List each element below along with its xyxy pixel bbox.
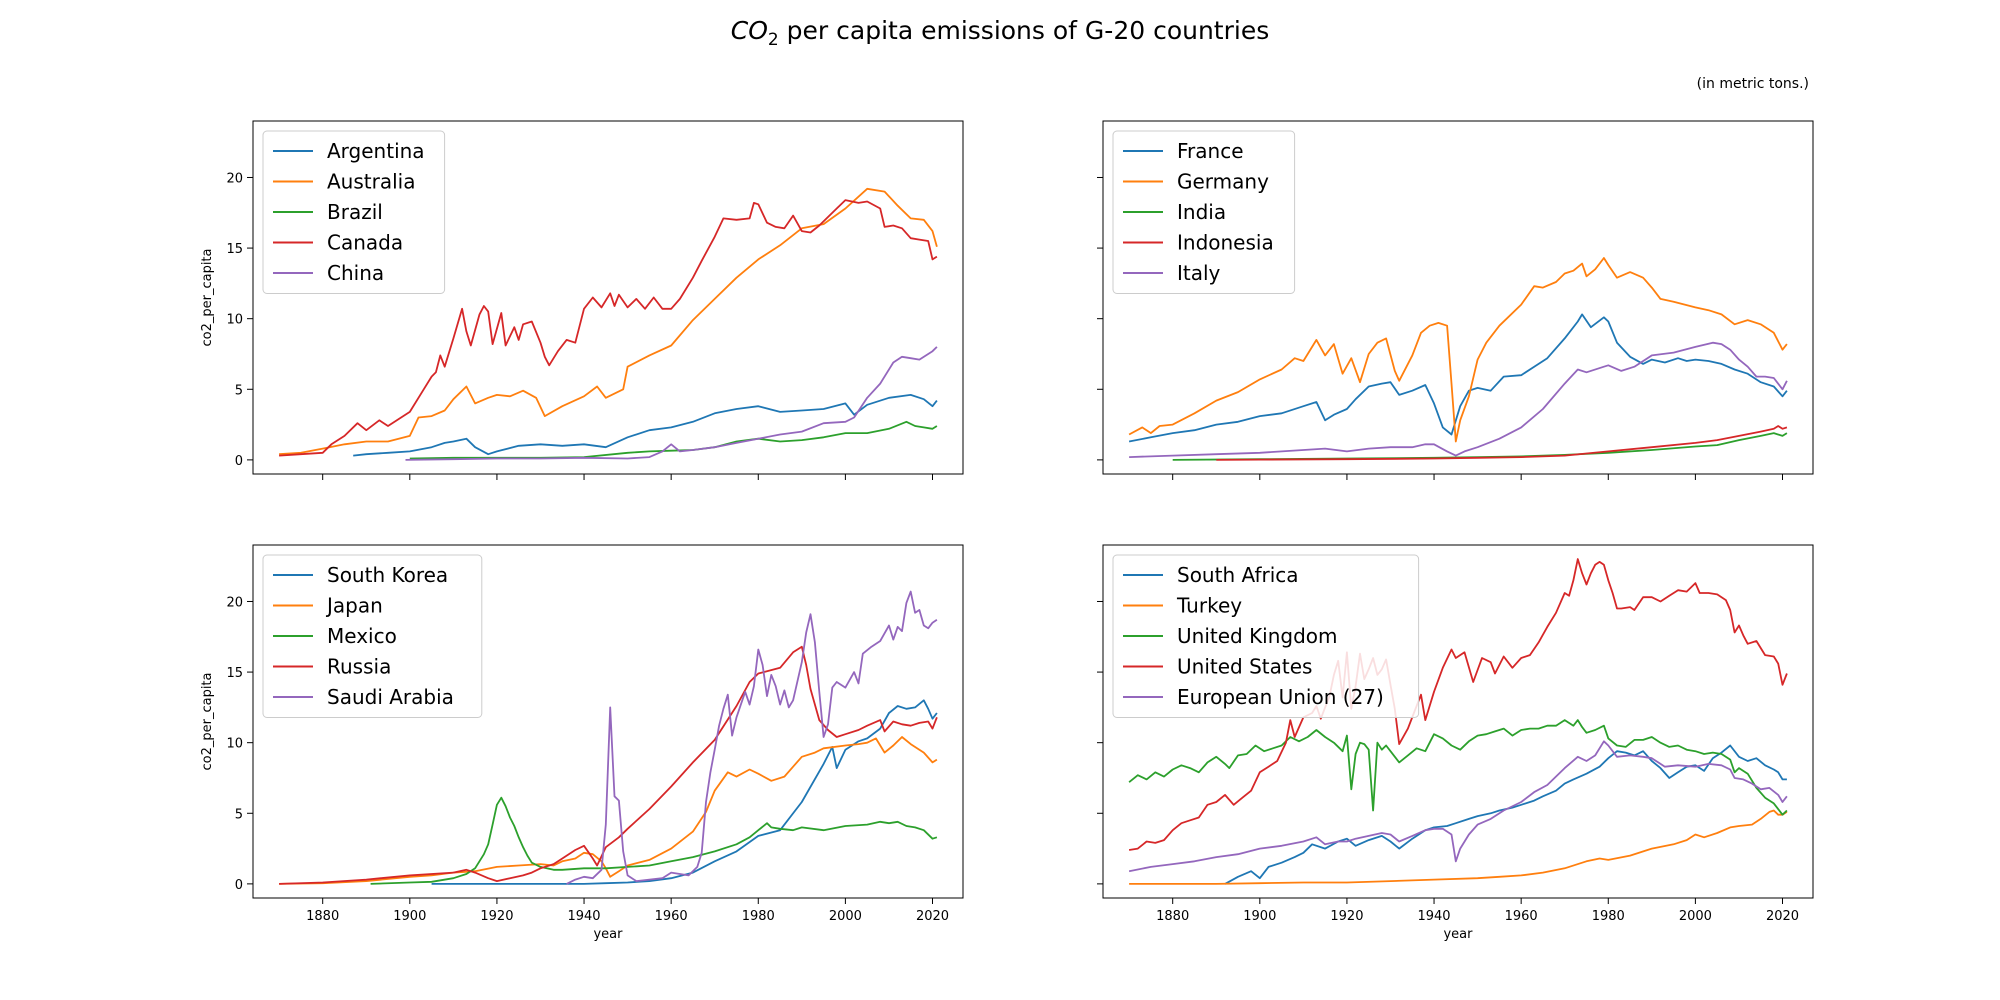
series-line-russia: [279, 645, 938, 885]
x-tick-label: 2000: [829, 909, 862, 924]
title-co2-symbol: CO: [730, 16, 768, 45]
legend-label: Russia: [327, 655, 391, 679]
series-line-italy: [1129, 341, 1788, 458]
series-line-united-kingdom: [1128, 719, 1788, 816]
y-tick-label: 5: [235, 383, 243, 398]
series-line-germany: [1128, 257, 1788, 443]
series-line-saudi-arabia: [566, 590, 938, 885]
y-tick-label: 10: [226, 313, 243, 328]
x-axis-label: year: [593, 927, 623, 942]
chart-panel-bottom-left: 1880 1900 1920 1940 1960 1980 2000 2020 0 5 10 15 20…: [200, 544, 964, 942]
x-tick-label: 1940: [1417, 909, 1450, 924]
series-lines: [1128, 257, 1788, 461]
series-lines: [1128, 558, 1788, 885]
legend-label: Indonesia: [1177, 231, 1274, 255]
title-co2-subscript: 2: [767, 30, 779, 50]
series-line-indonesia: [1216, 425, 1788, 461]
chart-title: CO2 per capita emissions of G-20 countri…: [0, 16, 2000, 50]
plot-frame: [1102, 120, 1814, 475]
series-line-south-korea: [431, 699, 938, 885]
legend-label: United States: [1177, 655, 1312, 679]
x-tick-label: 2000: [1679, 909, 1712, 924]
y-tick-label: 5: [235, 807, 243, 822]
y-tick-label: 15: [226, 666, 243, 681]
legend-label: Italy: [1177, 261, 1221, 285]
legend-box: [1112, 130, 1296, 294]
x-tick-label: 2020: [1766, 909, 1799, 924]
x-tick-label: 1960: [655, 909, 688, 924]
legend-label: Argentina: [327, 139, 425, 163]
legend-label: United Kingdom: [1177, 624, 1338, 648]
series-line-japan: [279, 736, 938, 885]
x-tick-label: 1880: [1156, 909, 1189, 924]
legend-label: Australia: [327, 170, 415, 194]
y-tick-label: 0: [235, 454, 243, 469]
legend-label: Germany: [1177, 170, 1269, 194]
legend: France Germany India Indonesia Italy: [1112, 130, 1296, 294]
legend-label: Japan: [325, 594, 383, 618]
y-tick-label: 20: [226, 595, 243, 610]
legend-label: Turkey: [1176, 594, 1242, 618]
legend: South Africa Turkey United Kingdom United S…: [1112, 554, 1420, 718]
x-tick-label: 1980: [1592, 909, 1625, 924]
legend-label: European Union (27): [1177, 685, 1384, 709]
plot-frame: [252, 544, 964, 899]
legend: Argentina Australia Brazil Canada China: [262, 130, 446, 294]
x-tick-label: 2020: [916, 909, 949, 924]
series-line-france: [1128, 313, 1788, 443]
plot-frame: [252, 120, 964, 475]
x-tick-label: 1900: [393, 909, 426, 924]
legend-label: Saudi Arabia: [327, 685, 454, 709]
chart-panel-bottom-right: 1880 1900 1920 1940 1960 1980 2000 2020 year Sout…: [1097, 544, 1814, 942]
legend: South Korea Japan Mexico Russia Saudi Arabia: [262, 554, 483, 718]
legend-label: South Africa: [1177, 563, 1299, 587]
series-line-south-africa: [1224, 744, 1787, 885]
y-tick-label: 0: [235, 878, 243, 893]
series-line-china: [405, 346, 938, 461]
legend-label: India: [1177, 200, 1226, 224]
series-line-australia: [279, 187, 938, 456]
chart-panel-top-left: 0 5 10 15 20 co2_per_capita Argentina Australia…: [200, 120, 964, 480]
units-note: (in metric tons.): [1696, 76, 1809, 92]
y-axis-label: co2_per_capita: [200, 248, 215, 346]
legend-label: Brazil: [327, 200, 383, 224]
x-tick-label: 1940: [567, 909, 600, 924]
x-tick-label: 1980: [742, 909, 775, 924]
legend-box: [262, 130, 446, 294]
legend-label: Mexico: [327, 624, 397, 648]
series-line-united-states: [1128, 558, 1788, 851]
series-line-turkey: [1129, 809, 1788, 885]
x-axis-label: year: [1443, 927, 1473, 942]
title-text: per capita emissions of G-20 countries: [778, 16, 1270, 45]
legend-label: South Korea: [327, 563, 448, 587]
y-tick-label: 15: [226, 242, 243, 257]
legend-label: Canada: [327, 231, 403, 255]
legend-box: [262, 554, 483, 718]
series-lines: [279, 187, 938, 461]
series-line-canada: [279, 199, 938, 457]
legend-label: France: [1177, 139, 1244, 163]
series-line-european-union-27-: [1128, 740, 1788, 873]
series-line-argentina: [353, 394, 938, 457]
x-tick-label: 1880: [306, 909, 339, 924]
x-tick-label: 1920: [1330, 909, 1363, 924]
y-tick-label: 10: [226, 737, 243, 752]
legend-label: China: [327, 261, 384, 285]
x-tick-label: 1960: [1505, 909, 1538, 924]
x-tick-label: 1920: [480, 909, 513, 924]
chart-panel-top-right: France Germany India Indonesia Italy: [1097, 120, 1814, 480]
plot-frame: [1102, 544, 1814, 899]
y-tick-label: 20: [226, 171, 243, 186]
x-tick-label: 1900: [1243, 909, 1276, 924]
y-axis-label: co2_per_capita: [200, 672, 215, 770]
series-lines: [279, 590, 938, 885]
legend-box: [1112, 554, 1420, 718]
series-line-mexico: [370, 796, 938, 885]
